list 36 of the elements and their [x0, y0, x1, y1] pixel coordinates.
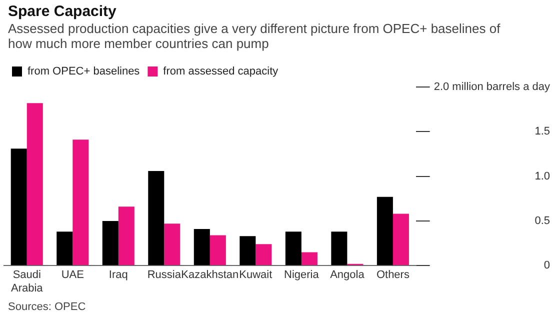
x-tick-label: Iraq: [108, 269, 128, 282]
source-note: Sources: OPEC: [8, 301, 86, 313]
bar: [301, 252, 318, 266]
chart-subtitle: Assessed production capacities give a very different picture from OPEC+ baselines of how much more member countries can pump: [8, 21, 502, 51]
bar: [331, 232, 348, 266]
bar: [256, 244, 272, 266]
x-tick-label: Angola: [330, 269, 366, 282]
y-tick-label: 0: [544, 260, 550, 272]
bar: [240, 236, 256, 266]
bar: [210, 235, 226, 266]
x-tick-label: Russia: [147, 269, 182, 282]
x-tick-label: Nigeria: [284, 269, 320, 282]
bar: [72, 140, 89, 266]
bar: [164, 224, 180, 266]
bar: [392, 214, 409, 266]
bar: [148, 170, 164, 266]
x-tick-label: UAE: [61, 269, 84, 282]
legend-label: from OPEC+ baselines: [28, 66, 140, 78]
y-tick-label: 2.0 million barrels a day: [434, 81, 550, 94]
x-tick-label: Kazakhstan: [181, 269, 239, 282]
x-tick-label: Saudi Arabia: [10, 269, 44, 294]
y-tick-label: 1.5: [534, 126, 550, 138]
bar: [10, 148, 27, 266]
x-tick-label: Others: [376, 269, 410, 282]
bar: [285, 232, 302, 266]
legend-label: from assessed capacity: [163, 66, 279, 78]
bar: [56, 232, 73, 266]
bar: [118, 206, 134, 266]
bar: [194, 228, 210, 266]
chart-title: Spare Capacity: [8, 3, 116, 20]
x-tick-label: Kuwait: [239, 269, 272, 282]
bar: [102, 220, 118, 266]
y-tick-label: 0.5: [534, 214, 550, 227]
bar: [26, 103, 43, 266]
bar: [376, 196, 393, 266]
y-tick-label: 1.0: [534, 170, 550, 182]
